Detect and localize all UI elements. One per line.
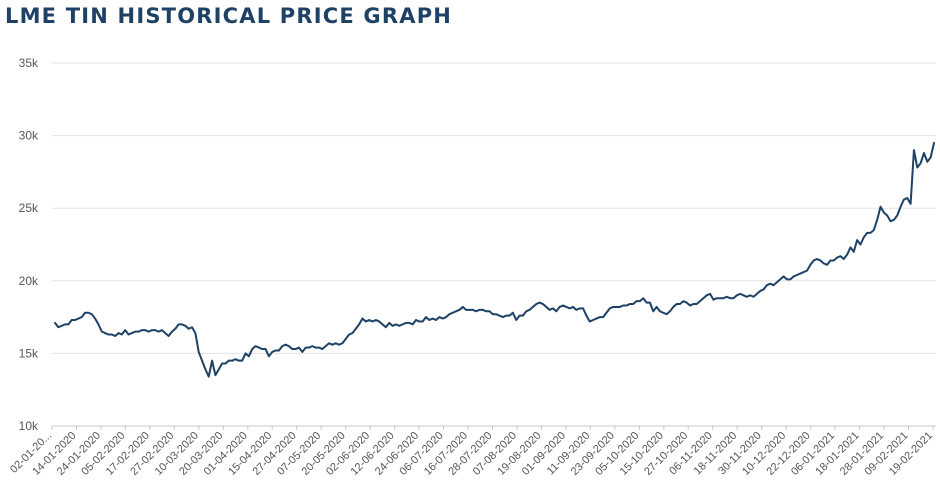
x-axis: 02-01-20...14-01-202024-01-202005-02-202… <box>8 426 935 478</box>
y-tick-label: 35k <box>19 56 39 70</box>
y-tick-label: 15k <box>19 346 39 360</box>
y-axis: 10k 15k 20k 25k 30k 35k <box>19 56 39 433</box>
y-tick-label: 25k <box>19 201 39 215</box>
grid-lines <box>52 62 936 427</box>
chart-title: LME TIN HISTORICAL PRICE GRAPH <box>5 4 453 28</box>
series-layer <box>54 141 935 378</box>
y-tick-label: 20k <box>19 274 39 288</box>
series-line <box>54 141 935 378</box>
y-tick-label: 10k <box>19 419 39 433</box>
y-tick-label: 30k <box>19 129 39 143</box>
